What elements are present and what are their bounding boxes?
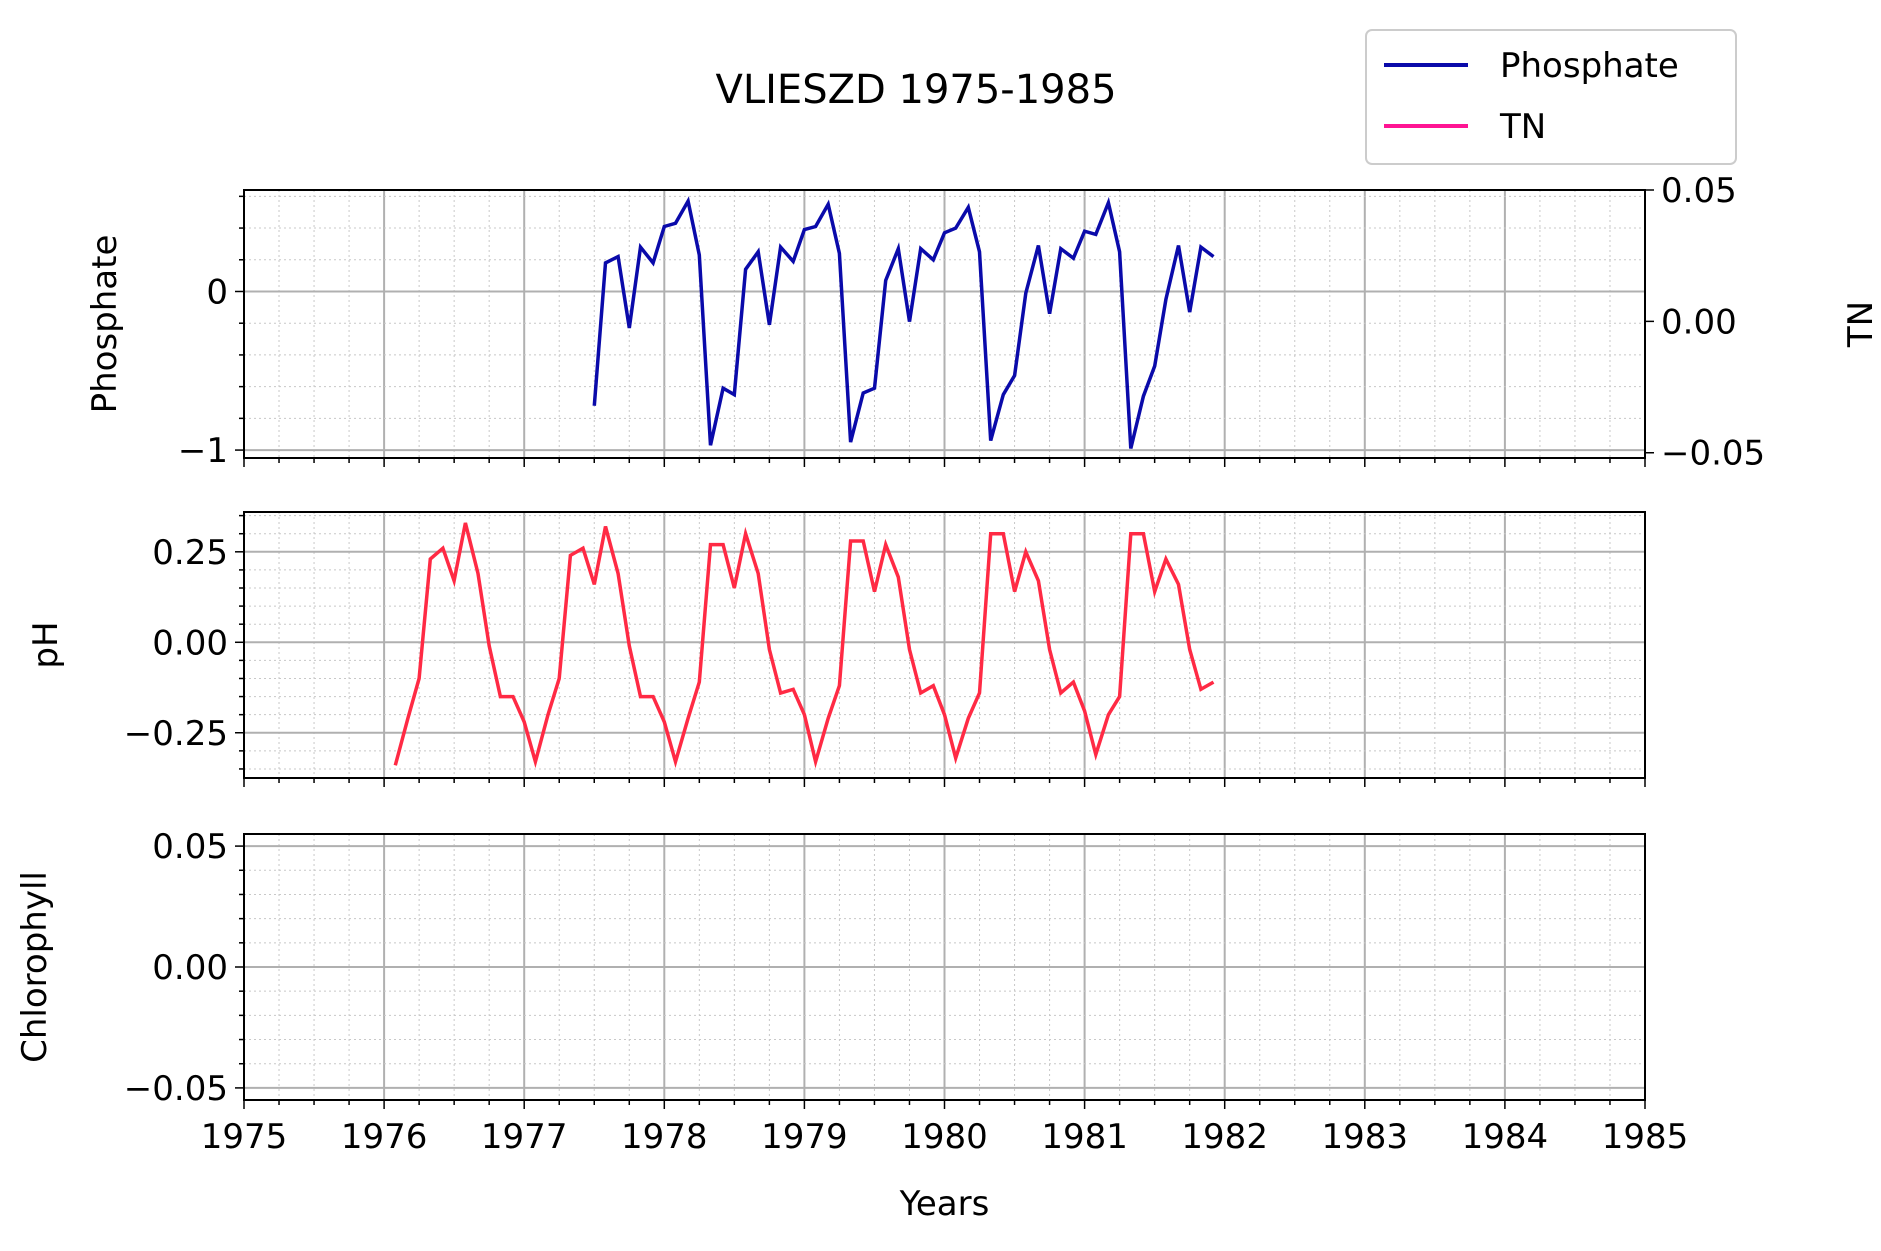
y2-tick-label: 0.00 — [1661, 302, 1737, 342]
x-tick-label: 1984 — [1462, 1117, 1549, 1157]
legend: Phosphate TN — [1365, 29, 1737, 165]
y-tick-label: −0.25 — [124, 714, 228, 754]
phosphate-panel: 0 −1 0.05 0.00 −0.05 TN Phosphate — [85, 171, 1881, 474]
x-tick-label: 1978 — [621, 1117, 708, 1157]
x-tick-label: 1985 — [1602, 1117, 1689, 1157]
y-tick-label: 0 — [206, 272, 228, 312]
y2-tick-label: 0.05 — [1661, 171, 1737, 211]
figure-title: VLIESZD 1975-1985 — [715, 67, 1116, 113]
x-tick-label: 1975 — [201, 1117, 288, 1157]
x-tick-label: 1976 — [341, 1117, 428, 1157]
x-tick-label: 1980 — [901, 1117, 988, 1157]
chlorophyll-panel: 0.05 0.00 −0.05 Chlorophyll 1975 1976 1977 1978… — [15, 827, 1688, 1224]
y2-tick-label: −0.05 — [1661, 434, 1765, 474]
x-tick-label: 1982 — [1181, 1117, 1268, 1157]
x-tick-label: 1979 — [761, 1117, 848, 1157]
legend-label-phosphate: Phosphate — [1500, 46, 1679, 86]
legend-label-tn: TN — [1499, 107, 1546, 147]
y-tick-label: 0.05 — [152, 827, 228, 867]
y2-axis-label: TN — [1841, 301, 1881, 348]
y-tick-label: 0.00 — [152, 623, 228, 663]
ph-panel: 0.25 0.00 −0.25 pH — [26, 511, 1646, 787]
y-axis-label: pH — [26, 621, 66, 668]
y-tick-label: 0.25 — [152, 533, 228, 573]
x-tick-label: 1981 — [1041, 1117, 1128, 1157]
series-line-phosphate — [592, 196, 1215, 449]
y-tick-label: −0.05 — [124, 1069, 228, 1109]
y-axis-label: Phosphate — [85, 235, 125, 414]
x-tick-label: 1977 — [481, 1117, 568, 1157]
y-axis-label: Chlorophyll — [15, 871, 55, 1063]
y-tick-label: −1 — [178, 431, 228, 471]
x-tick-label: 1983 — [1322, 1117, 1409, 1157]
y-tick-label: 0.00 — [152, 948, 228, 988]
x-axis-label: Years — [899, 1184, 990, 1224]
